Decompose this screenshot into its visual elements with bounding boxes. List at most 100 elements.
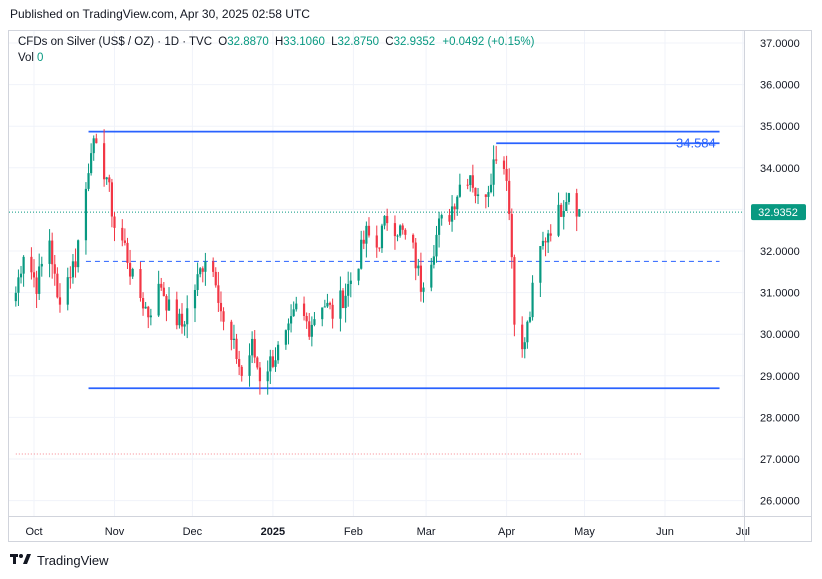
candle [487,185,490,208]
candle [313,312,316,327]
candle [253,330,256,364]
candle [69,266,72,289]
candle [276,341,280,364]
candle-body [310,324,313,337]
candle-body [40,263,43,267]
candle-body [251,338,254,356]
footer-brand-name: TradingView [37,553,109,568]
symbol-name: CFDs on Silver (US$ / OZ) · 1D · TVC [18,36,213,48]
candle-body [248,355,251,376]
y-tick-label: 31.0000 [760,288,800,300]
candle [131,267,134,279]
candle [510,208,513,269]
candle-body [326,302,329,307]
candle-body [448,215,451,222]
candle-body [180,313,184,327]
candle [422,282,425,303]
candle [84,182,88,255]
x-tick-label: Jun [656,526,674,538]
x-tick-label: 2025 [261,526,285,538]
candle-body [544,240,547,243]
y-tick-label: 28.0000 [760,412,800,424]
candle-body [108,177,111,183]
last-price-badge [751,204,806,221]
candle-body [287,323,290,331]
candle [575,188,578,232]
candle [251,331,254,364]
candle-body [113,216,116,228]
candle [186,295,189,339]
candle-body [417,265,420,269]
candle [339,276,342,332]
candle-body [141,298,145,309]
candle-body [95,138,98,144]
candle [289,304,293,333]
candle-body [256,357,259,368]
volume-label: Vol [18,52,34,64]
candle [562,200,565,230]
candle [378,247,381,252]
candle-body [178,313,181,326]
high-label: H [274,36,284,48]
candle [56,267,59,299]
candle-body [128,262,132,277]
candle-body [292,309,295,317]
candle [175,291,178,330]
candle-body [323,306,326,308]
candle-body [230,321,233,340]
candle-body [56,273,59,298]
candle [412,233,415,249]
candle [38,253,41,300]
candle [305,312,308,329]
candle [544,237,547,257]
candle-body [147,306,150,318]
candle-body [383,215,386,226]
candle [128,249,132,285]
candle [323,299,326,308]
candle [66,267,69,311]
candle-body [284,330,287,345]
candle [95,133,98,144]
candle-body [90,153,93,174]
candle-body [495,159,498,161]
candle [219,291,223,322]
candle [180,303,184,334]
candle-body [453,206,456,210]
candle [196,262,199,296]
candle [360,230,363,270]
open-label: O [218,36,228,48]
tradingview-logo-icon [10,553,32,568]
candle-body [183,324,186,327]
candle-body [435,234,438,257]
candle [295,296,298,312]
candle-body [139,269,142,299]
candle-body [131,269,134,277]
close-value: 32.9352 [393,36,436,48]
candle-body [186,308,189,325]
candle-body [328,302,332,305]
candle-body [456,196,459,210]
candle [74,248,77,278]
candle [248,343,251,387]
candle [430,257,433,292]
footer-brand: TradingView [10,553,109,568]
candle-body [505,168,508,181]
drawing-lines [9,130,744,455]
candle [476,187,480,205]
y-tick-label: 34.0000 [760,163,800,175]
candle-body [469,175,472,186]
candle-body [401,225,404,230]
candle [162,281,165,297]
candle [414,237,417,281]
candle [51,232,54,279]
candle-body [549,233,552,236]
candle [238,350,241,376]
candle [471,164,474,193]
candle-body [165,296,168,311]
candle [453,203,456,220]
candle [193,284,197,323]
candle-body [305,316,308,322]
candle-body [196,274,199,290]
candle-body [87,173,90,189]
